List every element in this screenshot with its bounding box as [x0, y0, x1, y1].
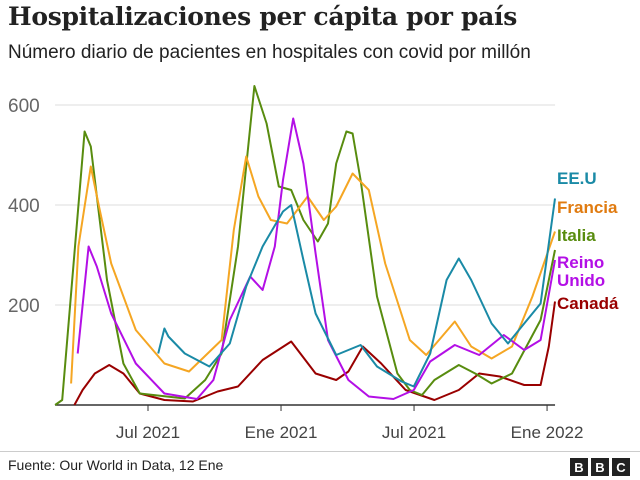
- series-line-ee-u: [157, 198, 556, 388]
- y-tick-label: 200: [8, 296, 40, 317]
- source-note: Fuente: Our World in Data, 12 Ene: [8, 457, 224, 473]
- line-chart: 200 400 600 Jul 2021 Ene 2021 Jul 2021 Ene 202…: [8, 85, 619, 442]
- label-uk-1: Reino: [557, 253, 604, 272]
- series-line-italia: [54, 85, 556, 406]
- label-fr: Francia: [557, 198, 618, 217]
- label-ca: Canadá: [557, 294, 619, 313]
- y-tick-label: 600: [8, 96, 40, 117]
- series-line-reino-unido: [76, 117, 556, 400]
- chart-title: Hospitalizaciones per cápita por país: [8, 2, 518, 31]
- bbc-logo: B B C: [570, 458, 630, 476]
- x-tick-label: Jul 2021: [382, 423, 446, 442]
- x-tick-label: Ene 2022: [511, 423, 584, 442]
- y-tick-label: 400: [8, 196, 40, 217]
- footer-divider: [0, 451, 640, 452]
- x-tick-label: Ene 2021: [245, 423, 318, 442]
- label-uk-2: Unido: [557, 271, 605, 290]
- x-tick-label: Jul 2021: [116, 423, 180, 442]
- label-us: EE.U: [557, 169, 597, 188]
- chart-subtitle: Número diario de pacientes en hospitales…: [8, 42, 531, 63]
- logo-letter: B: [591, 458, 609, 476]
- logo-letter: B: [570, 458, 588, 476]
- series-line-francia: [70, 155, 556, 384]
- series-line-canad-: [73, 301, 556, 406]
- label-it: Italia: [557, 226, 596, 245]
- logo-letter: C: [612, 458, 630, 476]
